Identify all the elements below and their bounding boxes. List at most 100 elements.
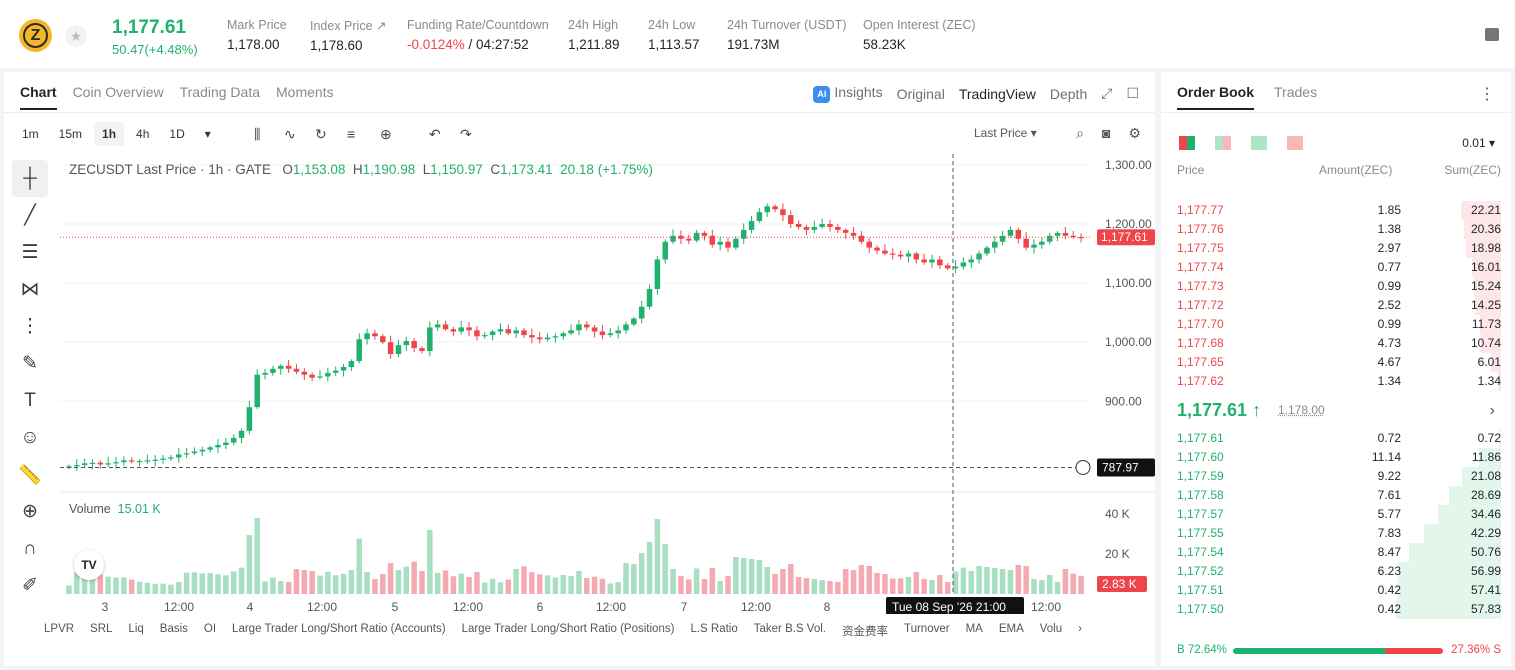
timeframe-1D[interactable]: 1D <box>169 127 185 141</box>
camera-icon[interactable]: ◙ <box>1101 125 1111 141</box>
bid-row[interactable]: 1,177.51 0.42 57.41 <box>1177 581 1501 600</box>
expand-icon[interactable]: ⤢ <box>1101 85 1113 101</box>
lock-icon[interactable]: ✐ <box>22 575 38 596</box>
tab-moments[interactable]: Moments <box>276 84 334 100</box>
undo-icon[interactable]: ↶ <box>429 126 441 142</box>
volume-bar <box>670 569 676 594</box>
view-alt-icon[interactable] <box>1215 136 1231 150</box>
ask-row[interactable]: 1,177.65 4.67 6.01 <box>1177 353 1501 372</box>
indicator-tab[interactable]: MA <box>965 623 983 635</box>
tab-tradingview[interactable]: TradingView <box>958 85 1036 102</box>
bid-row[interactable]: 1,177.55 7.83 42.29 <box>1177 524 1501 543</box>
magnet-icon[interactable]: ∩ <box>23 537 37 559</box>
ask-row[interactable]: 1,177.77 1.85 22.21 <box>1177 201 1501 220</box>
view-asks-icon[interactable] <box>1287 136 1303 150</box>
candle <box>772 206 778 210</box>
pattern-icon[interactable]: ⋈ <box>20 279 40 300</box>
trendline-icon[interactable]: ╱ <box>24 205 36 226</box>
chevron-right-icon[interactable]: › <box>1489 402 1495 419</box>
bid-row[interactable]: 1,177.57 5.77 34.46 <box>1177 505 1501 524</box>
tab-trades[interactable]: Trades <box>1274 84 1318 100</box>
tab-order-book[interactable]: Order Book <box>1177 84 1255 110</box>
gear-icon[interactable]: ⚙ <box>1128 125 1141 141</box>
candle <box>403 341 410 346</box>
volume-bar <box>905 577 912 594</box>
indicator-tab[interactable]: SRL <box>90 623 113 635</box>
indicator-tab[interactable]: LPVR <box>44 623 75 635</box>
indicators-icon[interactable]: ∿ <box>284 126 296 142</box>
tab-insights[interactable]: AI Insights <box>813 84 883 103</box>
view-both-icon[interactable] <box>1179 136 1195 150</box>
bid-row[interactable]: 1,177.61 0.72 0.72 <box>1177 429 1501 448</box>
favorite-star-icon[interactable]: ★ <box>65 25 87 47</box>
window-icon[interactable]: ☐ <box>1126 85 1139 101</box>
indicator-tab[interactable]: Basis <box>159 623 188 635</box>
zoom-in-icon[interactable]: ⊕ <box>22 501 38 522</box>
bid-row[interactable]: 1,177.60 11.14 11.86 <box>1177 448 1501 467</box>
precision-select[interactable]: 0.01 ▾ <box>1462 136 1495 150</box>
ask-row[interactable]: 1,177.72 2.52 14.25 <box>1177 296 1501 315</box>
bid-row[interactable]: 1,177.54 8.47 50.76 <box>1177 543 1501 562</box>
depth-bar <box>1438 505 1501 524</box>
indicator-tab[interactable]: Turnover <box>903 623 950 635</box>
timeframe-1m[interactable]: 1m <box>22 127 39 141</box>
redo-icon[interactable]: ↷ <box>460 126 472 142</box>
timeframe-4h[interactable]: 4h <box>136 127 150 141</box>
ticker-header: Z ★ 1,177.61 50.47(+4.48%) Mark Price 1,1… <box>0 0 1515 68</box>
indicator-tab[interactable]: OI <box>203 623 217 635</box>
timeframe-1h[interactable]: 1h <box>94 122 125 146</box>
ask-row[interactable]: 1,177.75 2.97 18.98 <box>1177 239 1501 258</box>
emoji-icon[interactable]: ☺ <box>20 426 40 448</box>
indicator-tab[interactable]: EMA <box>998 623 1024 635</box>
ask-row[interactable]: 1,177.74 0.77 16.01 <box>1177 258 1501 277</box>
indicator-tab[interactable]: Liq <box>128 623 144 635</box>
ask-row[interactable]: 1,177.68 4.73 10.74 <box>1177 334 1501 353</box>
price-chart[interactable]: 1,300.00 1,200.00 1,100.00 1,000.00 900.00 40… <box>60 154 1155 614</box>
horizontal-lines-icon[interactable]: ☰ <box>21 242 39 263</box>
mid-price: 1,177.61 ↑ <box>1177 400 1262 420</box>
tab-coin-overview[interactable]: Coin Overview <box>72 84 164 100</box>
timeframe-15m[interactable]: 15m <box>58 127 83 141</box>
indicator-tab[interactable]: Large Trader Long/Short Ratio (Accounts) <box>232 623 446 635</box>
tab-depth[interactable]: Depth <box>1049 85 1088 102</box>
depth-bar <box>1471 258 1501 277</box>
candle <box>230 437 237 443</box>
volume-bar <box>356 538 362 594</box>
bid-row[interactable]: 1,177.58 7.61 28.69 <box>1177 486 1501 505</box>
brush-icon[interactable]: ✎ <box>22 353 38 374</box>
chevron-down-icon[interactable]: ▾ <box>204 127 211 141</box>
template-icon[interactable]: ≡ <box>347 126 356 142</box>
text-tool-icon[interactable]: T <box>24 389 36 411</box>
indicator-tab[interactable]: L.S Ratio <box>690 623 738 635</box>
tab-trading-data[interactable]: Trading Data <box>179 84 261 100</box>
indicator-tab[interactable]: 资金费率 <box>841 626 888 638</box>
add-alert-icon[interactable]: ⊕ <box>380 126 392 142</box>
fib-icon[interactable]: ⋮ <box>20 316 40 337</box>
tab-original[interactable]: Original <box>896 85 945 102</box>
ask-row[interactable]: 1,177.76 1.38 20.36 <box>1177 220 1501 239</box>
candle <box>670 235 676 242</box>
indicator-tab[interactable]: Large Trader Long/Short Ratio (Positions… <box>461 623 675 635</box>
current-price-tag: 1,177.61 <box>1101 230 1148 244</box>
tab-chart[interactable]: Chart <box>20 84 57 110</box>
search-icon[interactable]: ⌕ <box>1076 125 1084 141</box>
indicator-tab[interactable]: Volu <box>1039 623 1063 635</box>
candle <box>835 226 841 230</box>
row-price: 1,177.61 <box>1177 431 1224 445</box>
crosshair-icon[interactable]: ┼ <box>12 160 48 197</box>
ask-row[interactable]: 1,177.73 0.99 15.24 <box>1177 277 1501 296</box>
ask-row[interactable]: 1,177.70 0.99 11.73 <box>1177 315 1501 334</box>
bid-row[interactable]: 1,177.59 9.22 21.08 <box>1177 467 1501 486</box>
candle-type-icon[interactable]: ⫼ <box>254 126 261 142</box>
ruler-icon[interactable]: 📏 <box>18 464 42 486</box>
bid-row[interactable]: 1,177.52 6.23 56.99 <box>1177 562 1501 581</box>
indicator-tab[interactable]: Taker B.S Vol. <box>753 623 826 635</box>
book-icon[interactable] <box>1485 28 1499 41</box>
price-source-select[interactable]: Last Price ▾ <box>974 126 1037 140</box>
bid-row[interactable]: 1,177.50 0.42 57.83 <box>1177 600 1501 619</box>
view-bids-icon[interactable] <box>1251 136 1267 150</box>
chevron-right-icon[interactable]: › <box>1078 623 1082 635</box>
replay-icon[interactable]: ↻ <box>315 126 327 142</box>
more-icon[interactable]: ⋮ <box>1479 86 1495 103</box>
ask-row[interactable]: 1,177.62 1.34 1.34 <box>1177 372 1501 391</box>
